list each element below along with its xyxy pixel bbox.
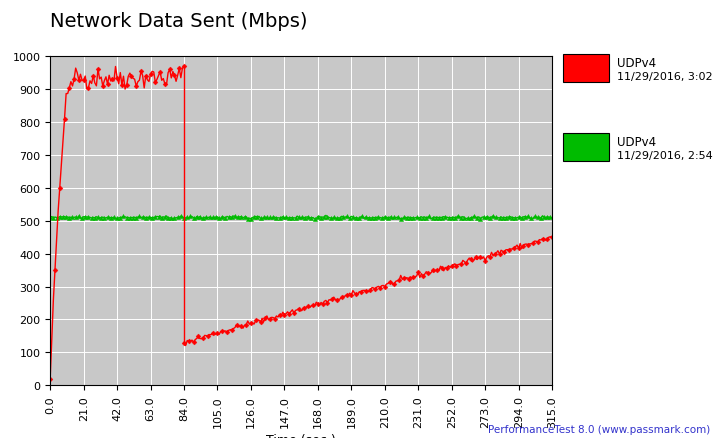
Text: UDPv4: UDPv4 bbox=[617, 136, 656, 149]
Text: 11/29/2016, 2:54 PM: 11/29/2016, 2:54 PM bbox=[617, 151, 717, 161]
Text: 11/29/2016, 3:02 PM: 11/29/2016, 3:02 PM bbox=[617, 72, 717, 82]
Text: UDPv4: UDPv4 bbox=[617, 57, 656, 70]
Text: PerformanceTest 8.0 (www.passmark.com): PerformanceTest 8.0 (www.passmark.com) bbox=[488, 424, 710, 434]
Text: Network Data Sent (Mbps): Network Data Sent (Mbps) bbox=[50, 12, 308, 31]
X-axis label: Time (sec.): Time (sec.) bbox=[266, 433, 336, 438]
